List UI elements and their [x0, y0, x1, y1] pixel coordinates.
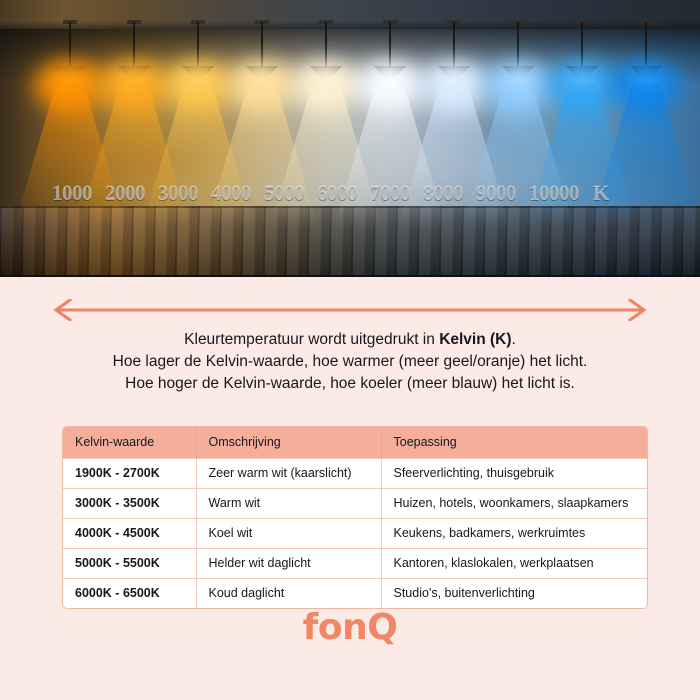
lamp-cord	[197, 22, 199, 68]
lamp-cord	[133, 22, 135, 68]
column-header-omschrijving: Omschrijving	[196, 427, 382, 458]
intro-text: Kleurtemperatuur wordt uitgedrukt in Kel…	[0, 329, 700, 395]
cell-kelvin: 3000K - 3500K	[63, 487, 197, 518]
lamp-cord	[325, 22, 327, 68]
cell-toepassing: Studio's, buitenverlichting	[381, 577, 647, 608]
intro-line-3: Hoe hoger de Kelvin-waarde, hoe koeler (…	[125, 375, 575, 392]
cell-omschrijving: Koud daglicht	[196, 577, 382, 608]
fonq-logo[interactable]: fonQ	[302, 607, 398, 648]
cell-kelvin: 1900K - 2700K	[63, 457, 197, 488]
cell-kelvin: 6000K - 6500K	[63, 577, 197, 608]
column-header-kelvin: Kelvin-waarde	[63, 427, 197, 458]
cell-omschrijving: Warm wit	[196, 487, 382, 518]
cell-kelvin: 4000K - 4500K	[63, 517, 197, 548]
cell-toepassing: Sfeerverlichting, thuisgebruik	[381, 457, 647, 488]
table-head: Kelvin-waarde Omschrijving Toepassing	[63, 427, 647, 458]
hero-bottom-edge	[0, 275, 700, 277]
table-row: 3000K - 3500K Warm wit Huizen, hotels, woo…	[63, 487, 647, 518]
table-row: 6000K - 6500K Koud daglicht Studio's, buit…	[63, 577, 647, 608]
ceiling	[0, 0, 700, 30]
double-arrow-icon	[53, 299, 647, 321]
intro-line-1-a: Kleurtemperatuur wordt uitgedrukt in	[184, 331, 440, 348]
scale-number-8000: 8000	[423, 180, 464, 205]
scale-number-4000: 4000	[211, 180, 252, 205]
table-row: 1900K - 2700K Zeer warm wit (kaarslicht) S…	[63, 457, 647, 488]
table-header-row: Kelvin-waarde Omschrijving Toepassing	[63, 427, 647, 458]
cell-toepassing: Keukens, badkamers, werkruimtes	[381, 517, 647, 548]
table-body: 1900K - 2700K Zeer warm wit (kaarslicht) S…	[63, 457, 647, 608]
lamp-cord	[517, 22, 519, 68]
scale-number-6000: 6000	[317, 180, 358, 205]
cell-toepassing: Kantoren, klaslokalen, werkplaatsen	[381, 547, 647, 578]
scale-number-1000: 1000	[52, 180, 93, 205]
lamp-cord	[261, 22, 263, 68]
table-row: 5000K - 5500K Helder wit daglicht Kantoren…	[63, 547, 647, 578]
cell-omschrijving: Helder wit daglicht	[196, 547, 382, 578]
scale-unit-k: K	[593, 180, 609, 205]
cell-omschrijving: Zeer warm wit (kaarslicht)	[196, 457, 382, 488]
kelvin-scale-numbers: 1000 2000 3000 4000 5000 6000 7000 8000 9000 1000…	[0, 178, 700, 208]
double-arrow	[48, 299, 652, 321]
intro-line-2: Hoe lager de Kelvin-waarde, hoe warmer (…	[112, 353, 588, 370]
kelvin-table-element: Kelvin-waarde Omschrijving Toepassing 19…	[63, 427, 647, 608]
intro-line-1-c: .	[511, 331, 516, 348]
scale-number-2000: 2000	[105, 180, 146, 205]
scale-number-5000: 5000	[264, 180, 305, 205]
intro-kelvin-bold: Kelvin (K)	[439, 331, 512, 348]
cell-kelvin: 5000K - 5500K	[63, 547, 197, 578]
scale-number-7000: 7000	[370, 180, 411, 205]
table-row: 4000K - 4500K Koel wit Keukens, badkamers,…	[63, 517, 647, 548]
cell-omschrijving: Koel wit	[196, 517, 382, 548]
lamp-cord	[645, 22, 647, 68]
lamp-cord	[581, 22, 583, 68]
lamp-cord	[389, 22, 391, 68]
kelvin-table: Kelvin-waarde Omschrijving Toepassing 19…	[62, 426, 648, 609]
column-header-toepassing: Toepassing	[381, 427, 647, 458]
lamp-cord	[69, 22, 71, 68]
hero-photo: 1000 2000 3000 4000 5000 6000 7000 8000 9000 1000…	[0, 0, 700, 277]
content-panel: Kleurtemperatuur wordt uitgedrukt in Kel…	[0, 277, 700, 700]
lamp-cord	[453, 22, 455, 68]
scale-number-9000: 9000	[476, 180, 517, 205]
cell-toepassing: Huizen, hotels, woonkamers, slaapkamers	[381, 487, 647, 518]
intro-line-1: Kleurtemperatuur wordt uitgedrukt in Kel…	[0, 329, 700, 351]
scale-number-10000: 10000	[529, 180, 580, 205]
scale-number-3000: 3000	[158, 180, 199, 205]
